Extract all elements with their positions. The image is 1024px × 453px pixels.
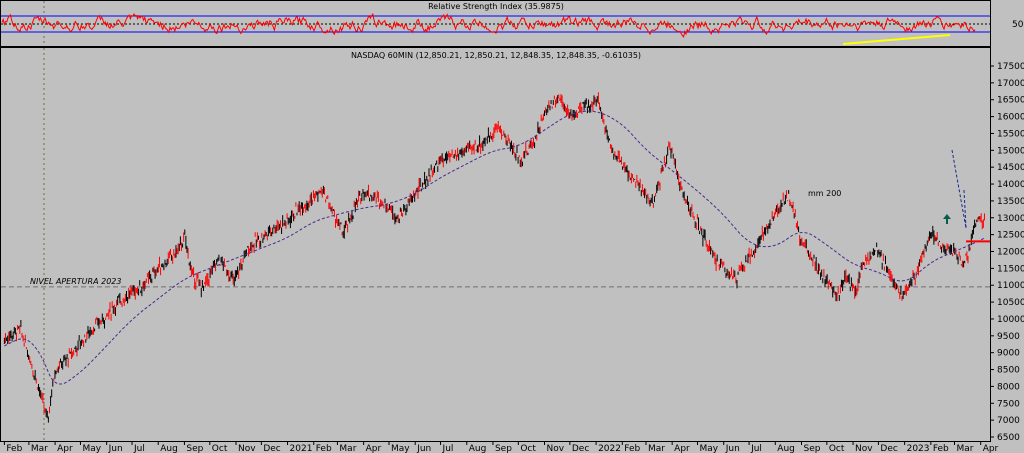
y-tick-label: 15500 [997, 129, 1024, 139]
x-tick-label: Mar [956, 444, 973, 453]
x-tick-label: Nov [238, 444, 256, 453]
x-tick-label: Feb [624, 444, 640, 453]
price-title: NASDAQ 60MIN (12,850.21, 12,850.21, 12,8… [351, 51, 641, 60]
opening-level-label: NIVEL APERTURA 2023 [30, 277, 121, 286]
y-tick-label: 15000 [997, 146, 1024, 156]
y-tick-label: 16000 [997, 113, 1024, 123]
x-tick-label: Mar [648, 444, 665, 453]
x-tick-label: Oct [520, 444, 536, 453]
x-tick-label: Aug [469, 444, 487, 453]
y-tick-label: 13500 [997, 197, 1024, 207]
x-tick-label: Apr [983, 444, 999, 453]
ma200-label: mm 200 [808, 189, 841, 198]
x-tick-label: Apr [674, 444, 690, 453]
y-tick-label: 8000 [997, 382, 1020, 392]
x-tick-label: Sep [803, 444, 820, 453]
y-tick-label: 13000 [997, 214, 1024, 224]
x-tick-label: 2023 [907, 444, 930, 453]
y-tick-label: 7500 [997, 399, 1020, 409]
x-tick-label: May [82, 444, 101, 453]
x-tick-label: Feb [316, 444, 332, 453]
x-tick-label: Apr [57, 444, 73, 453]
y-tick-label: 14000 [997, 180, 1024, 190]
y-tick-label: 10500 [997, 298, 1024, 308]
rsi-support-line [842, 34, 951, 45]
y-tick-label: 8500 [997, 366, 1020, 376]
x-tick-label: Sep [495, 444, 512, 453]
x-tick-label: Nov [547, 444, 565, 453]
y-tick-label: 14500 [997, 163, 1024, 173]
x-tick-label: Dec [572, 444, 589, 453]
x-axis: Feb Mar Apr May Jun Jul Aug Sep Oct Nov Dec 2021 Feb… [3, 441, 999, 453]
x-tick-label: Dec [880, 444, 897, 453]
x-tick-label: Mar [339, 444, 356, 453]
y-tick-label: 11500 [997, 264, 1024, 274]
candle-layer [3, 92, 985, 423]
wedge-lower-line [963, 189, 967, 229]
y-tick-label: 16500 [997, 96, 1024, 106]
x-tick-label: Aug [777, 444, 795, 453]
rsi-layer [1, 12, 976, 38]
x-tick-label: May [700, 444, 719, 453]
rsi-title: Relative Strength Index (35.9875) [428, 2, 564, 11]
x-tick-label: Jun [416, 444, 431, 453]
y-tick-label: 7000 [997, 416, 1020, 426]
y-tick-label: 12000 [997, 248, 1024, 258]
rsi-level-label: 50 [1012, 20, 1024, 30]
x-tick-label: Mar [31, 444, 48, 453]
x-tick-label: Sep [186, 444, 203, 453]
rsi-line [1, 12, 976, 38]
x-tick-label: Aug [160, 444, 178, 453]
up-arrow-icon [943, 214, 951, 224]
x-tick-label: Feb [933, 444, 949, 453]
x-tick-label: Jul [133, 444, 145, 453]
y-tick-label: 9500 [997, 332, 1020, 342]
y-tick-label: 6500 [997, 433, 1020, 443]
x-tick-label: Oct [212, 444, 228, 453]
x-tick-label: Jun [725, 444, 740, 453]
ma200-line [4, 110, 986, 385]
y-axis: 6500 7000 7500 8000 8500 9000 9500 10000 10500 11… [990, 62, 1024, 443]
y-tick-label: 10000 [997, 315, 1024, 325]
price-panel [0, 47, 991, 442]
x-tick-label: Jun [108, 444, 123, 453]
wedge-upper-line [951, 149, 967, 229]
x-tick-label: Feb [6, 444, 22, 453]
y-tick-label: 9000 [997, 349, 1020, 359]
x-tick-label: Dec [263, 444, 280, 453]
y-tick-label: 11000 [997, 281, 1024, 291]
x-tick-label: 2022 [598, 444, 621, 453]
rsi-panel [0, 0, 991, 47]
y-tick-label: 17000 [997, 79, 1024, 89]
y-tick-label: 17500 [997, 62, 1024, 72]
x-tick-label: May [391, 444, 410, 453]
x-tick-label: Oct [829, 444, 845, 453]
x-tick-label: Jul [442, 444, 454, 453]
x-tick-label: 2021 [290, 444, 313, 453]
y-tick-label: 12500 [997, 231, 1024, 241]
x-tick-label: Apr [366, 444, 382, 453]
x-tick-label: Jul [750, 444, 762, 453]
x-tick-label: Nov [855, 444, 873, 453]
